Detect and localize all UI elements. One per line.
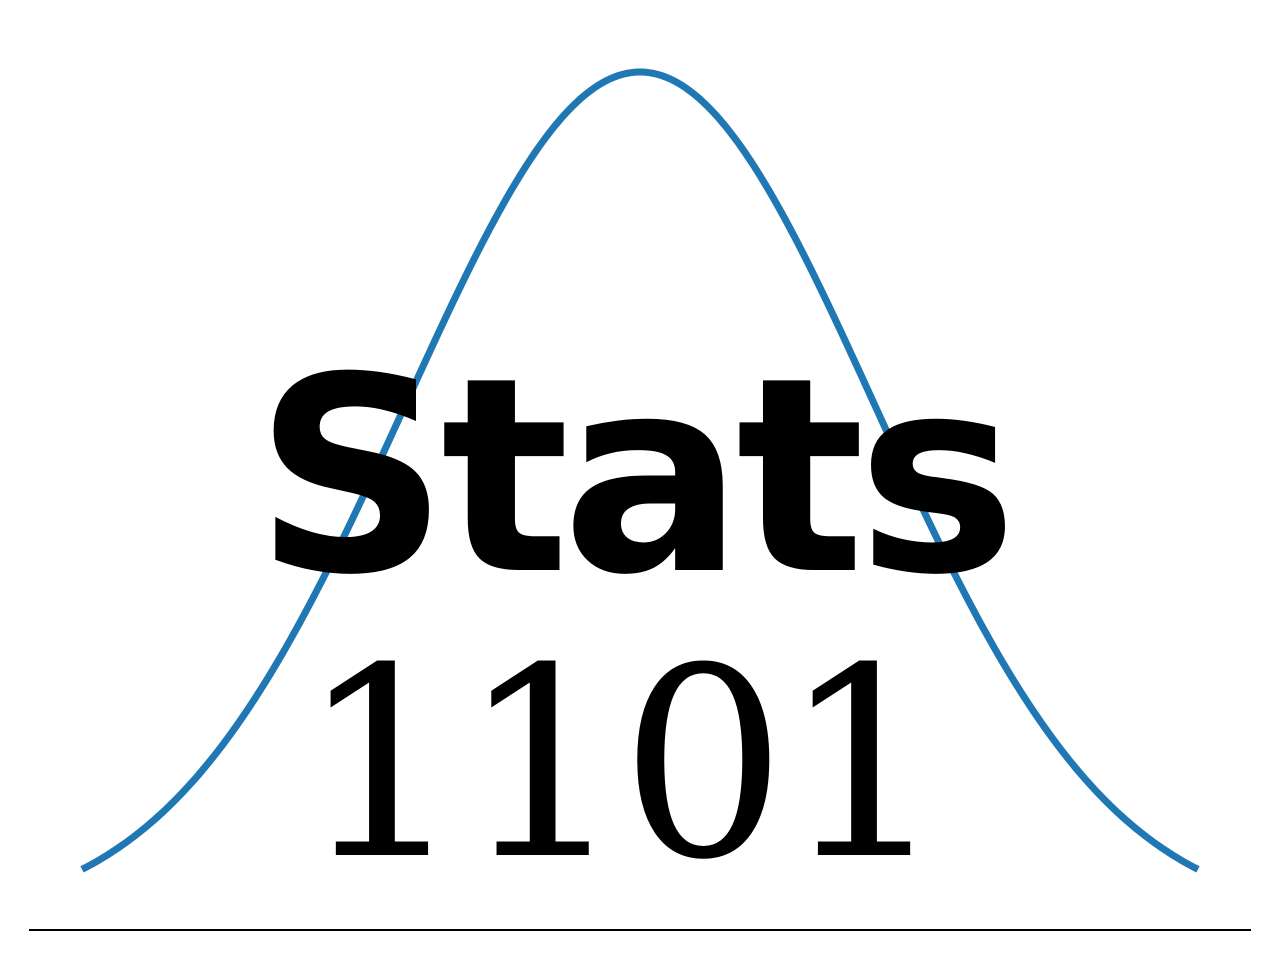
logo-title: Stats bbox=[254, 319, 1010, 634]
logo-course-number: 1101 bbox=[299, 612, 942, 917]
bell-curve bbox=[80, 68, 1200, 873]
